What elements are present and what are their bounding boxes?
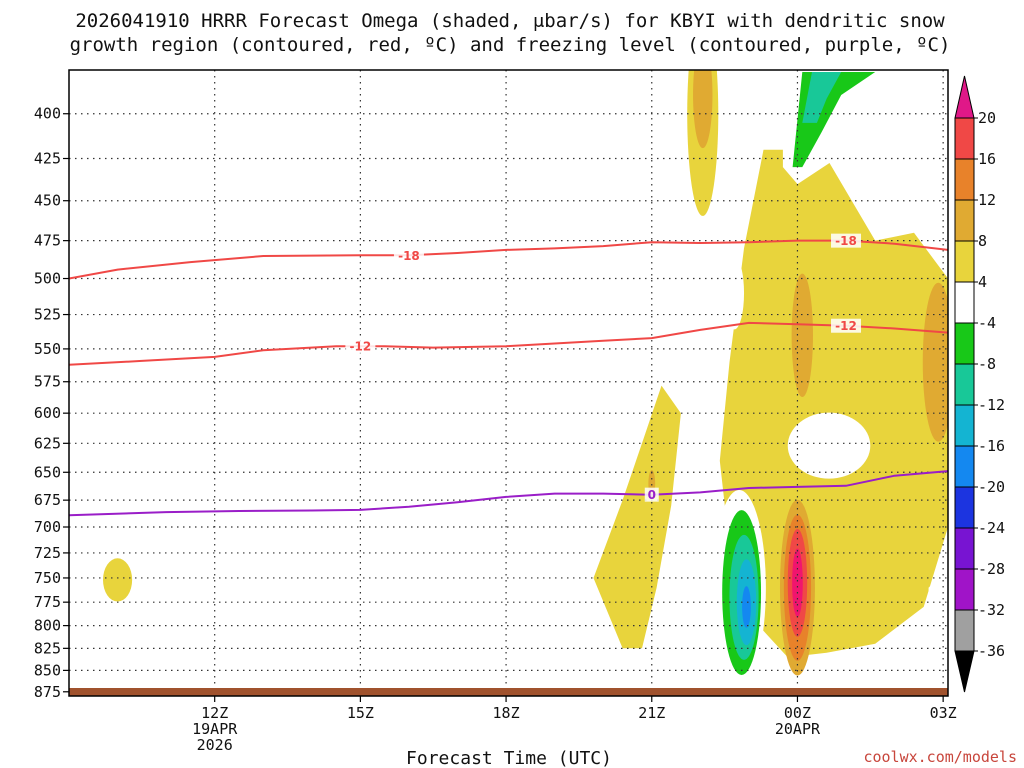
contour-label--12: -12 (835, 319, 857, 333)
y-tick-label: 400 (34, 105, 61, 123)
x-tick-label: 15Z (347, 704, 374, 722)
x-tick-label: 00Z (784, 704, 811, 722)
y-tick-label: 500 (34, 270, 61, 288)
y-tick-label: 450 (34, 192, 61, 210)
colorbar-tick-label: -20 (978, 478, 1005, 496)
contour-label-bg (393, 248, 424, 263)
omega-shading (102, 70, 948, 692)
y-tick-label: 650 (34, 463, 61, 481)
colorbar-tick-label: 20 (978, 109, 996, 127)
y-tick-label: 675 (34, 491, 61, 509)
y-tick-label: 825 (34, 639, 61, 657)
contour-label-0: 0 (648, 488, 656, 502)
x-tick-year: 2026 (197, 736, 233, 754)
colorbar-segment (954, 486, 975, 529)
contour-label--12: -12 (350, 340, 372, 354)
chart-title-line1: 2026041910 HRRR Forecast Omega (shaded, … (75, 10, 945, 32)
omega-region-20 (348, 564, 373, 596)
y-tick-label: 700 (34, 518, 61, 536)
contour-label--18: -18 (398, 249, 420, 263)
colorbar-tick-label: 4 (978, 273, 987, 291)
y-tick-label: 750 (34, 569, 61, 587)
colorbar-segment (954, 568, 975, 611)
colorbar-segment (954, 363, 975, 406)
colorbar-bottom-arrow (954, 650, 975, 693)
x-axis-label: Forecast Time (UTC) (406, 748, 612, 768)
contour-label-bg (831, 233, 862, 248)
colorbar-segment (954, 445, 975, 488)
colorbar-segment (954, 281, 975, 324)
colorbar: 20 16 12 8 4 -4 -8 -12 -16 -20 -24 -28 -32 -36 (954, 75, 1005, 693)
x-tick-label: 12Z (201, 704, 228, 722)
colorbar-segment (954, 158, 975, 201)
omega-region-12 (792, 548, 803, 618)
omega-region-17 (742, 586, 751, 628)
contour-label--18: -18 (835, 234, 857, 248)
y-tick-label: 600 (34, 404, 61, 422)
colorbar-tick-label: -4 (978, 314, 996, 332)
y-tick-label: 725 (34, 544, 61, 562)
y-tick-label: 525 (34, 306, 61, 324)
omega-region-19 (251, 600, 276, 623)
colorbar-tick-label: -16 (978, 437, 1005, 455)
colorbar-tick-label: -32 (978, 601, 1005, 619)
contour-line--18 (69, 239, 948, 280)
omega-region-18 (724, 256, 745, 330)
y-tick-label: 550 (34, 340, 61, 358)
omega-region-23 (802, 72, 842, 123)
colorbar-segment (954, 199, 975, 242)
colorbar-segment (954, 609, 975, 652)
contour-line--12 (69, 321, 948, 366)
contour-label-bg (345, 339, 376, 354)
colorbar-segment (954, 527, 975, 570)
omega-region-7 (922, 282, 948, 442)
colorbar-tick-label: 16 (978, 150, 996, 168)
chart-title-line2: growth region (contoured, red, ºC) and f… (70, 34, 951, 56)
contour-label-bg (644, 487, 659, 502)
y-tick-label: 475 (34, 232, 61, 250)
x-tick-label: 21Z (638, 704, 665, 722)
colorbar-tick-label: 12 (978, 191, 996, 209)
y-tick-label: 575 (34, 373, 61, 391)
y-tick-label: 775 (34, 593, 61, 611)
y-tick-label: 875 (34, 683, 61, 701)
omega-region-4 (787, 412, 871, 479)
colorbar-segment (954, 117, 975, 160)
y-tick-label: 850 (34, 661, 61, 679)
colorbar-top-arrow (954, 75, 975, 119)
y-tick-label: 625 (34, 434, 61, 452)
y-tick-label: 800 (34, 617, 61, 635)
omega-region-0 (593, 385, 681, 649)
plot-area: -18 -18 -12 -12 0 (69, 70, 948, 696)
x-tick-date: 20APR (775, 720, 821, 738)
x-tick-date: 19APR (192, 720, 238, 738)
colorbar-tick-label: -12 (978, 396, 1005, 414)
omega-region-1 (719, 149, 948, 658)
credit-text: coolwx.com/models (863, 748, 1017, 766)
terrain-surface (69, 688, 948, 696)
colorbar-tick-label: -28 (978, 560, 1005, 578)
x-tick-label: 03Z (930, 704, 957, 722)
omega-region-5 (693, 70, 713, 149)
colorbar-tick-label: -36 (978, 642, 1005, 660)
colorbar-tick-label: -8 (978, 355, 996, 373)
colorbar-tick-label: -24 (978, 519, 1005, 537)
y-tick-label: 425 (34, 150, 61, 168)
colorbar-segment (954, 240, 975, 283)
x-tick-label: 18Z (493, 704, 520, 722)
omega-region-3 (102, 558, 133, 602)
omega-region-6 (791, 273, 813, 398)
omega-region-24 (928, 568, 948, 631)
colorbar-segment (954, 404, 975, 447)
y-axis: 400 425 450 475 500 525 550 575 600 625 650 675 700 7… (34, 105, 69, 701)
colorbar-tick-label: 8 (978, 232, 987, 250)
colorbar-segment (954, 322, 975, 365)
contour-lines: -18 -18 -12 -12 0 (69, 233, 948, 517)
plot-frame (68, 69, 949, 697)
contour-label-bg (831, 318, 862, 333)
contour-line-0 (69, 470, 948, 517)
